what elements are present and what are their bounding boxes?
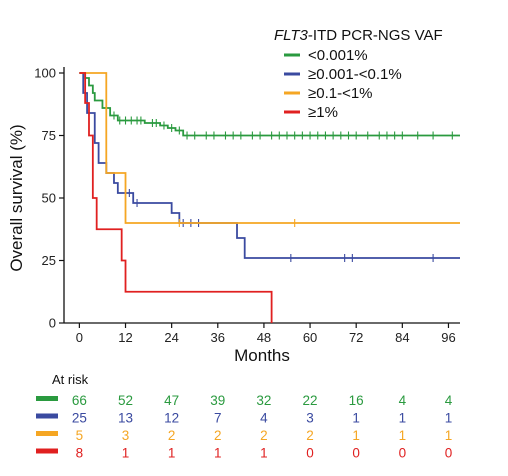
- y-tick-label: 0: [49, 316, 56, 331]
- at-risk-count: 4: [260, 411, 268, 426]
- series-line: [79, 72, 273, 323]
- at-risk-count: 1: [122, 446, 130, 461]
- x-tick-label: 12: [118, 330, 132, 345]
- at-risk-count: 1: [168, 446, 176, 461]
- at-risk-count: 2: [260, 428, 268, 443]
- at-risk-count: 25: [72, 411, 87, 426]
- at-risk-count: 1: [399, 428, 407, 443]
- at-risk-count: 3: [122, 428, 130, 443]
- x-tick-label: 72: [349, 330, 363, 345]
- at-risk-count: 0: [352, 446, 360, 461]
- at-risk-count: 22: [303, 393, 318, 408]
- at-risk-count: 1: [445, 428, 453, 443]
- at-risk-swatch: [36, 431, 58, 436]
- at-risk-count: 1: [352, 428, 360, 443]
- legend-title-gene: FLT3: [274, 27, 309, 44]
- legend-title: FLT3-ITD PCR-NGS VAF: [274, 27, 443, 44]
- at-risk-count: 4: [445, 393, 453, 408]
- at-risk-count: 1: [352, 411, 360, 426]
- at-risk-count: 32: [256, 393, 271, 408]
- legend-entry: ≥0.1-<1%: [308, 85, 373, 102]
- at-risk-swatch: [36, 448, 58, 454]
- series-line: [79, 72, 460, 137]
- at-risk-count: 16: [349, 393, 364, 408]
- x-tick-label: 24: [164, 330, 178, 345]
- legend-entry: ≥0.001-<0.1%: [308, 66, 402, 83]
- at-risk-count: 8: [76, 446, 84, 461]
- at-risk-count: 4: [399, 393, 407, 408]
- at-risk-count: 0: [445, 446, 453, 461]
- series-group: [79, 72, 273, 323]
- at-risk-title: At risk: [52, 372, 89, 387]
- y-tick-label: 25: [42, 253, 56, 268]
- at-risk-count: 52: [118, 393, 133, 408]
- legend-entry: ≥1%: [308, 104, 338, 121]
- legend-title-rest: -ITD PCR-NGS VAF: [308, 27, 443, 44]
- y-axis-title: Overall survival (%): [7, 124, 26, 271]
- at-risk-count: 1: [260, 446, 268, 461]
- x-tick-label: 0: [76, 330, 83, 345]
- at-risk-swatch: [36, 413, 58, 419]
- at-risk-count: 47: [164, 393, 179, 408]
- y-tick-label: 75: [42, 128, 56, 143]
- at-risk-count: 7: [214, 411, 222, 426]
- legend: FLT3-ITD PCR-NGS VAF <0.001% ≥0.001-<0.1% ≥…: [274, 27, 443, 121]
- at-risk-count: 0: [306, 446, 314, 461]
- x-tick-label: 84: [395, 330, 409, 345]
- at-risk-count: 12: [164, 411, 179, 426]
- x-tick-label: 48: [257, 330, 271, 345]
- at-risk-count: 66: [72, 393, 87, 408]
- survival-curves: [79, 72, 460, 323]
- at-risk-count: 1: [214, 446, 222, 461]
- x-tick-label: 60: [303, 330, 317, 345]
- at-risk-count: 13: [118, 411, 133, 426]
- at-risk-swatch: [36, 396, 58, 401]
- y-tick-label: 100: [34, 66, 56, 81]
- at-risk-count: 5: [76, 428, 84, 443]
- at-risk-count: 2: [214, 428, 222, 443]
- at-risk-count: 1: [399, 411, 407, 426]
- legend-entry: <0.001%: [308, 47, 368, 64]
- at-risk-count: 2: [168, 428, 176, 443]
- x-axis-title: Months: [234, 346, 290, 365]
- at-risk-count: 1: [445, 411, 453, 426]
- at-risk-count: 3: [306, 411, 314, 426]
- series-group: [79, 72, 460, 227]
- x-tick-label: 96: [441, 330, 455, 345]
- at-risk-count: 2: [306, 428, 314, 443]
- axes: 0 25 50 75 100 0 12 24 36 48 60 72 84 96 Months Overall…: [7, 66, 460, 365]
- series-group: [79, 72, 460, 140]
- series-group: [79, 72, 460, 262]
- y-tick-label: 50: [42, 191, 56, 206]
- x-tick-label: 36: [211, 330, 225, 345]
- series-line: [79, 72, 460, 224]
- at-risk-count: 39: [210, 393, 225, 408]
- at-risk-count: 0: [399, 446, 407, 461]
- series-line: [79, 72, 460, 259]
